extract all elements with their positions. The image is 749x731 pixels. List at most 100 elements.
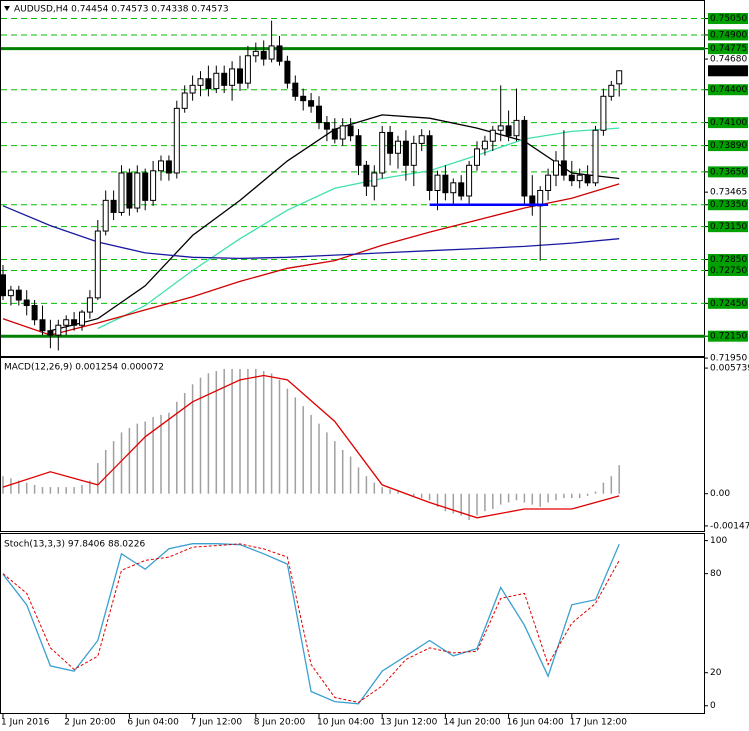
candle-body	[513, 119, 520, 137]
histogram-bar	[468, 493, 470, 520]
histogram-bar	[239, 368, 241, 494]
level-label-box	[708, 84, 748, 96]
x-tick-label: 13 Jun 12:00	[380, 718, 437, 728]
candle-body	[7, 289, 14, 297]
histogram-bar	[302, 406, 304, 494]
histogram-bar	[10, 478, 12, 494]
candle-body	[63, 319, 70, 326]
candle-body	[55, 324, 62, 336]
candle-body	[584, 174, 591, 184]
candle-body	[79, 311, 85, 326]
chart-title: AUDUSD,H4 0.74454 0.74573 0.74338 0.7457…	[14, 5, 229, 15]
y-tick-label: 0.74400	[710, 85, 747, 95]
indicator-line	[2, 374, 620, 519]
candle-body	[158, 160, 164, 172]
candle-body	[481, 140, 488, 150]
candle-body	[387, 131, 394, 154]
histogram-bar	[571, 493, 573, 499]
histogram-bar	[341, 449, 344, 494]
y-tick-label: 0	[710, 701, 716, 711]
candle-body	[197, 78, 204, 86]
histogram-bar	[507, 493, 510, 503]
histogram-bar	[610, 476, 613, 494]
histogram-bar	[428, 493, 431, 501]
histogram-bar	[262, 371, 265, 494]
histogram-bar	[255, 368, 257, 494]
histogram-bar	[389, 489, 391, 494]
histogram-bar	[594, 491, 597, 494]
candle-body	[608, 84, 615, 97]
candle-body	[339, 125, 346, 140]
y-tick-label: 0.73465	[710, 188, 747, 198]
candle-body	[402, 140, 409, 166]
candle-body	[205, 78, 212, 90]
candle-body	[600, 95, 607, 131]
y-tick-label: 0.71950	[710, 354, 747, 364]
histogram-bar	[602, 482, 605, 494]
histogram-bar	[397, 491, 399, 494]
candle-body	[173, 107, 180, 174]
histogram-bar	[452, 493, 455, 514]
candle-body	[426, 135, 433, 192]
candle-body	[545, 174, 552, 192]
y-tick-label: 100	[710, 536, 727, 546]
x-tick-label: 16 Jun 04:00	[507, 718, 564, 728]
histogram-bar	[326, 432, 328, 494]
candle-body	[229, 68, 236, 86]
candle-body	[363, 164, 370, 187]
histogram-bar	[176, 401, 178, 494]
histogram-bar	[586, 493, 589, 496]
y-tick-label: 0.73350	[710, 200, 747, 210]
candle-body	[347, 125, 354, 137]
level-label-box	[708, 330, 748, 342]
stoch-title: Stoch(13,3,3) 97.8406 88.0226	[4, 540, 145, 550]
y-tick-label: 0.00	[710, 489, 730, 499]
candle-body	[86, 297, 93, 313]
y-tick-label: 80	[710, 569, 722, 579]
y-tick-label: 0.73890	[710, 141, 747, 151]
candle-body	[165, 160, 172, 174]
candle-body	[442, 174, 449, 194]
histogram-bar	[97, 463, 99, 494]
histogram-bar	[25, 482, 28, 494]
current-price-label: 0.74573	[710, 66, 747, 76]
histogram-bar	[183, 393, 186, 494]
histogram-bar	[112, 441, 115, 494]
candle-body	[221, 72, 228, 86]
indicator-line	[2, 183, 620, 336]
candle-body	[39, 319, 46, 332]
candle-body	[126, 172, 133, 209]
histogram-bar	[215, 371, 218, 494]
histogram-bar	[49, 487, 52, 494]
candle-body	[252, 50, 259, 57]
y-tick-label: 0.005739	[710, 364, 749, 374]
histogram-bar	[523, 493, 526, 503]
candle-body	[521, 119, 528, 197]
candle-body	[418, 135, 425, 144]
histogram-bar	[57, 487, 60, 494]
candle-body	[0, 274, 6, 297]
histogram-bar	[2, 476, 4, 494]
current-price-box	[708, 65, 748, 77]
y-tick-label: 0.72150	[710, 332, 747, 342]
histogram-bar	[334, 441, 336, 494]
histogram-bar	[89, 480, 91, 494]
histogram-bar	[168, 412, 170, 494]
macd-title: MACD(12,26,9) 0.001254 0.000072	[4, 363, 164, 373]
candle-body	[300, 95, 307, 102]
histogram-bar	[294, 397, 297, 494]
candle-body	[489, 129, 496, 142]
histogram-bar	[144, 421, 146, 494]
indicator-line	[2, 205, 620, 260]
level-label-box	[708, 43, 748, 55]
candle-body	[23, 299, 30, 307]
histogram-bar	[120, 432, 123, 494]
y-tick-label: 0.74680	[710, 55, 747, 65]
histogram-bar	[223, 368, 225, 494]
histogram-bar	[349, 456, 352, 494]
y-tick-label: 0.72450	[710, 299, 747, 309]
candle-body	[458, 182, 465, 197]
candle-body	[260, 50, 267, 60]
candle-body	[553, 160, 559, 176]
